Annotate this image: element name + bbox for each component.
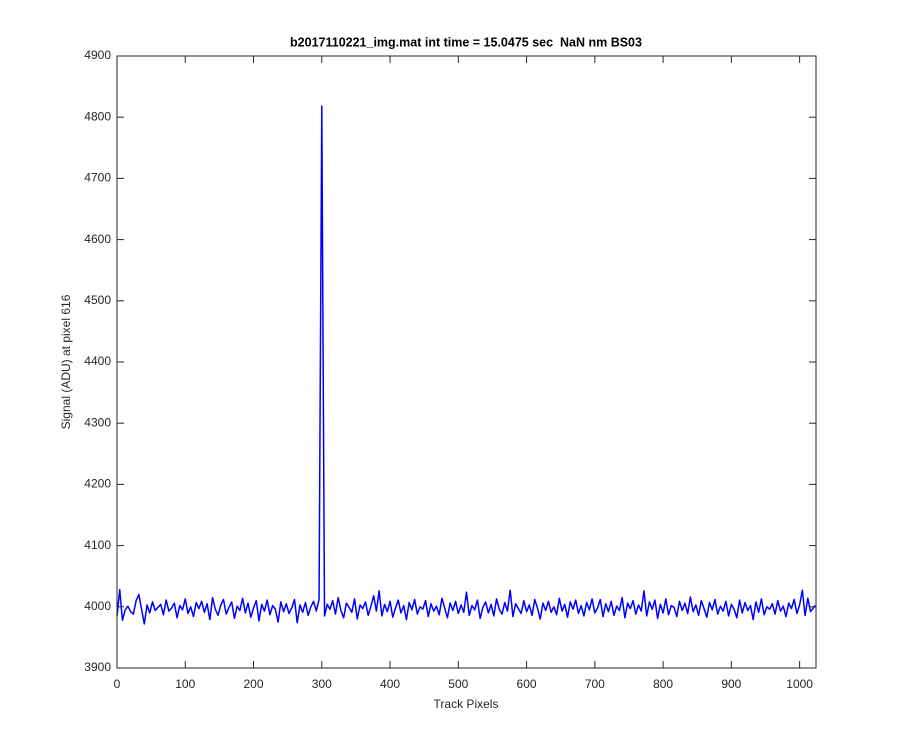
- y-tick-label: 4200: [84, 477, 111, 491]
- y-tick-label: 4900: [84, 48, 111, 62]
- x-tick-label: 600: [517, 677, 537, 691]
- x-tick-label: 900: [721, 677, 741, 691]
- x-tick-label: 700: [585, 677, 605, 691]
- x-tick-label: 400: [380, 677, 400, 691]
- y-tick-label: 4500: [84, 293, 111, 307]
- y-tick-label: 4100: [84, 538, 111, 552]
- plot-area: [117, 56, 816, 668]
- chart-title: b2017110221_img.mat int time = 15.0475 s…: [290, 35, 642, 49]
- y-tick-label: 4600: [84, 232, 111, 246]
- x-tick-label: 0: [114, 677, 121, 691]
- y-tick-label: 4000: [84, 599, 111, 613]
- axes-box: [116, 55, 817, 669]
- y-axis-label: Signal (ADU) at pixel 616: [59, 294, 73, 429]
- data-line: [116, 105, 816, 625]
- x-tick-label: 300: [312, 677, 332, 691]
- x-tick-label: 200: [244, 677, 264, 691]
- y-tick-label: 4800: [84, 109, 111, 123]
- x-tick-label: 1000: [786, 677, 813, 691]
- y-tick-label: 3900: [84, 660, 111, 674]
- x-axis-label: Track Pixels: [434, 697, 499, 711]
- x-tick-label: 100: [175, 677, 195, 691]
- y-tick-label: 4400: [84, 354, 111, 368]
- x-tick-label: 500: [448, 677, 468, 691]
- x-tick-label: 800: [653, 677, 673, 691]
- y-tick-label: 4300: [84, 415, 111, 429]
- y-tick-label: 4700: [84, 171, 111, 185]
- plot-content: 3900400041004200430044004500460047004800…: [84, 48, 816, 691]
